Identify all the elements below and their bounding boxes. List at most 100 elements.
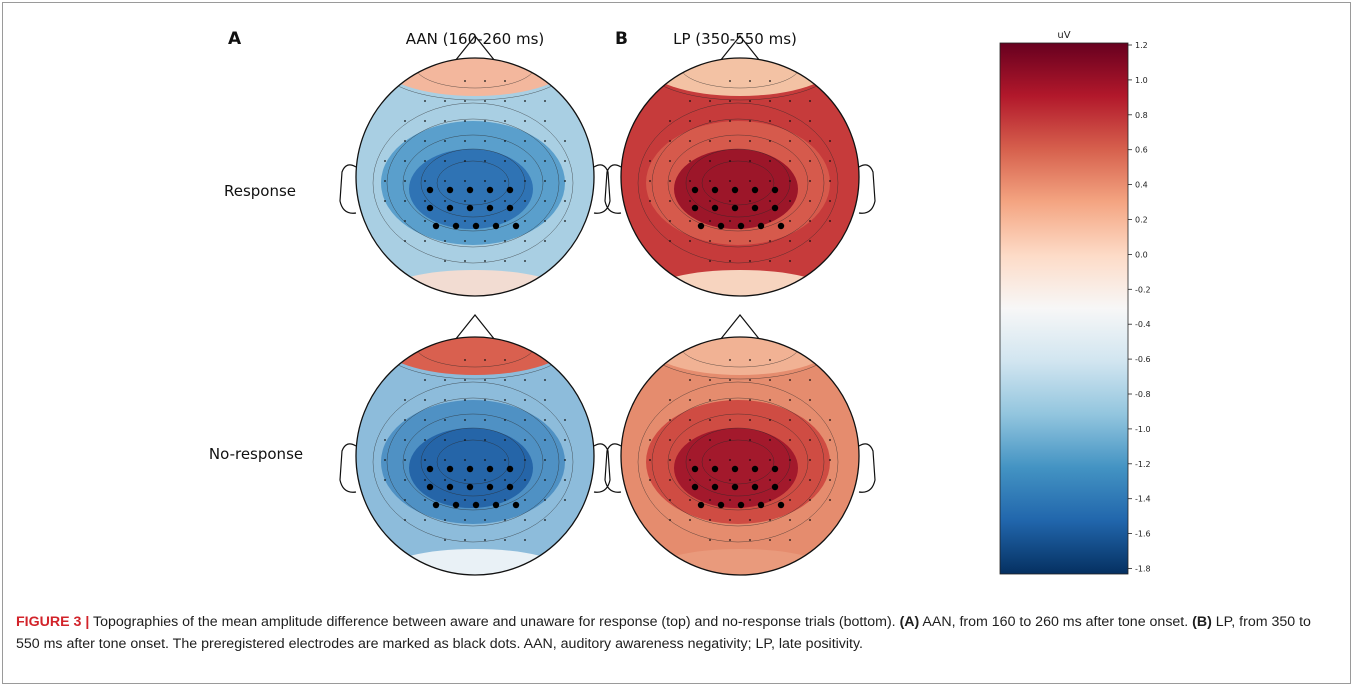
electrode-point [729, 359, 731, 361]
electrode-point [444, 479, 446, 481]
electrode-point [709, 419, 711, 421]
electrode-point [564, 419, 566, 421]
electrode-point [709, 240, 711, 242]
electrode-point [809, 180, 811, 182]
electrode-point [689, 200, 691, 202]
electrode-point [544, 240, 546, 242]
electrode-point [464, 120, 466, 122]
electrode-point [484, 260, 486, 262]
electrode-point [484, 359, 486, 361]
electrode-point [749, 479, 751, 481]
electrode-point [464, 359, 466, 361]
electrode-point [749, 499, 751, 501]
preregistered-electrode [446, 483, 454, 491]
electrode-point [729, 100, 731, 102]
electrode-point [484, 499, 486, 501]
electrode-point [424, 140, 426, 142]
electrode-point [524, 399, 526, 401]
electrode-point [809, 100, 811, 102]
electrode-point [769, 459, 771, 461]
electrode-point [649, 479, 651, 481]
electrode-point [404, 160, 406, 162]
electrode-point [829, 220, 831, 222]
electrode-point [504, 539, 506, 541]
electrode-point [669, 160, 671, 162]
electrode-point [649, 439, 651, 441]
electrode-point [729, 160, 731, 162]
electrode-point [709, 399, 711, 401]
electrode-point [749, 160, 751, 162]
electrode-point [689, 160, 691, 162]
electrode-point [424, 180, 426, 182]
electrode-point [404, 499, 406, 501]
electrode-point [749, 180, 751, 182]
electrode-point [689, 499, 691, 501]
electrode-point [464, 160, 466, 162]
preregistered-electrode [691, 186, 699, 194]
electrode-point [404, 459, 406, 461]
electrode-point [709, 200, 711, 202]
electrode-point [484, 379, 486, 381]
electrode-point [524, 379, 526, 381]
electrode-point [729, 379, 731, 381]
electrode-point [769, 180, 771, 182]
ear-outline [858, 164, 876, 214]
scalp-field [621, 58, 859, 296]
caption-text-3: LP, from 350 to 550 ms after tone onset.… [16, 614, 1311, 652]
electrode-point [504, 140, 506, 142]
electrode-point [769, 419, 771, 421]
nose-outline [719, 35, 761, 62]
caption-text-2: AAN, from 160 to 260 ms after tone onset… [919, 614, 1193, 630]
electrode-point [789, 499, 791, 501]
electrode-point [769, 140, 771, 142]
electrode-point [829, 160, 831, 162]
electrode-point [444, 200, 446, 202]
preregistered-electrode [691, 483, 699, 491]
electrode-point [689, 180, 691, 182]
caption-text-1: Topographies of the mean amplitude diffe… [89, 614, 900, 630]
electrode-point [384, 439, 386, 441]
preregistered-electrode [737, 222, 745, 230]
electrode-point [829, 140, 831, 142]
row-label-response: Response [224, 182, 296, 200]
electrode-point [669, 120, 671, 122]
electrode-point [444, 379, 446, 381]
electrode-point [544, 519, 546, 521]
electrode-point [829, 419, 831, 421]
electrode-point [544, 200, 546, 202]
electrode-point [404, 439, 406, 441]
electrode-point [484, 200, 486, 202]
electrode-point [649, 200, 651, 202]
preregistered-electrode [757, 222, 765, 230]
electrode-point [524, 200, 526, 202]
preregistered-electrode [751, 186, 759, 194]
electrode-point [504, 399, 506, 401]
panel-a-label: A [228, 29, 242, 49]
electrode-point [769, 200, 771, 202]
preregistered-electrode [777, 222, 785, 230]
electrode-point [404, 519, 406, 521]
electrode-point [769, 479, 771, 481]
electrode-point [829, 499, 831, 501]
electrode-point [689, 419, 691, 421]
electrode-point [749, 459, 751, 461]
electrode-point [669, 240, 671, 242]
electrode-point [669, 220, 671, 222]
preregistered-electrode [697, 501, 705, 509]
electrode-point [424, 200, 426, 202]
electrode-point [464, 140, 466, 142]
preregistered-electrode [426, 465, 434, 473]
electrode-point [384, 479, 386, 481]
electrode-point [524, 240, 526, 242]
preregistered-electrode [466, 483, 474, 491]
electrode-point [424, 459, 426, 461]
colorbar: uV 1.2 1.0 0.8 0.6 0.4 0.2 0.0 -0.2 -0.4 -0.6 -0.8… [999, 30, 1151, 575]
electrode-point [789, 160, 791, 162]
electrode-point [709, 539, 711, 541]
preregistered-electrode [486, 186, 494, 194]
electrode-point [809, 200, 811, 202]
electrode-point [544, 479, 546, 481]
electrode-point [789, 479, 791, 481]
col-b-title: LP (350-550 ms) [673, 30, 797, 48]
